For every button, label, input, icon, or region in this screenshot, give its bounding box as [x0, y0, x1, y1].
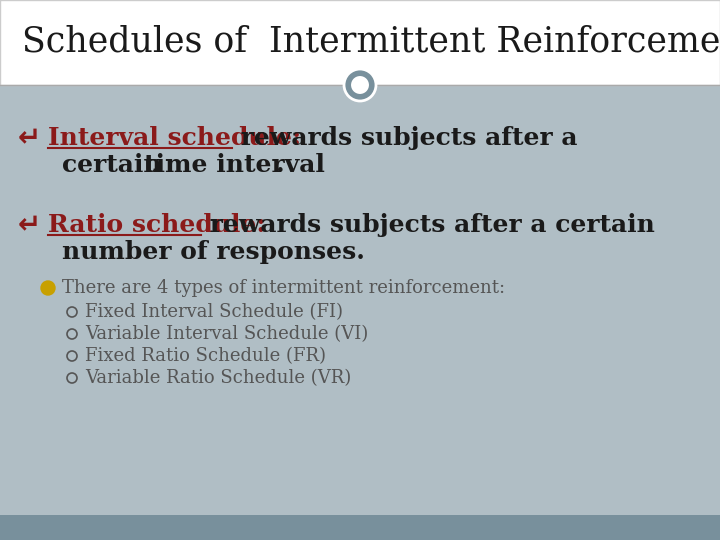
Text: Variable Interval Schedule (VI): Variable Interval Schedule (VI)	[85, 325, 368, 343]
Text: Fixed Interval Schedule (FI): Fixed Interval Schedule (FI)	[85, 303, 343, 321]
Text: time interval: time interval	[143, 153, 325, 177]
FancyBboxPatch shape	[0, 0, 720, 85]
Text: Variable Ratio Schedule (VR): Variable Ratio Schedule (VR)	[85, 369, 351, 387]
Text: number of responses.: number of responses.	[62, 240, 365, 264]
Circle shape	[350, 75, 370, 95]
FancyBboxPatch shape	[0, 515, 720, 540]
Circle shape	[41, 281, 55, 295]
Text: There are 4 types of intermittent reinforcement:: There are 4 types of intermittent reinfo…	[62, 279, 505, 297]
Text: Ratio schedule:: Ratio schedule:	[48, 213, 266, 237]
Text: rewards subjects after a: rewards subjects after a	[232, 126, 577, 150]
Text: .: .	[276, 153, 285, 177]
Text: ↵: ↵	[18, 211, 41, 239]
Text: Interval schedule:: Interval schedule:	[48, 126, 301, 150]
Text: Schedules of  Intermittent Reinforcement: Schedules of Intermittent Reinforcement	[22, 25, 720, 59]
Text: ↵: ↵	[18, 124, 41, 152]
Text: certain: certain	[62, 153, 171, 177]
Text: Fixed Ratio Schedule (FR): Fixed Ratio Schedule (FR)	[85, 347, 326, 365]
Text: rewards subjects after a certain: rewards subjects after a certain	[201, 213, 655, 237]
Circle shape	[344, 69, 376, 101]
